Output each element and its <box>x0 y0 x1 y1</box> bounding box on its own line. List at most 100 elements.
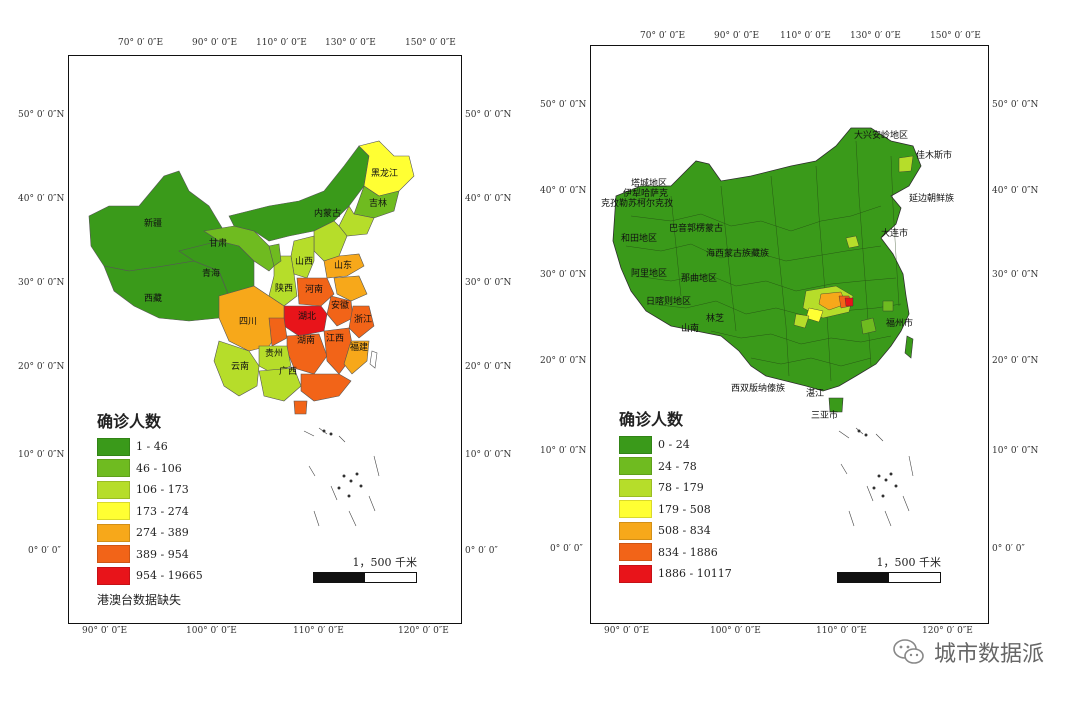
left-legend-item: 173 - 274 <box>97 501 203 523</box>
left-scalebar: 1，500 千米 <box>313 554 417 583</box>
right-bottom-tick-1: 100° 0′ 0″E <box>710 626 761 636</box>
missing-data-note: 港澳台数据缺失 <box>97 593 182 607</box>
left-china-map: 黑龙江 新疆 内蒙古 吉林 甘肃 青海 西藏 四川 河南 湖北 云南 贵州 广西… <box>88 140 415 527</box>
south-sea-islands <box>838 427 914 527</box>
south-sea-islands <box>303 427 380 527</box>
right-left-tick-0: 50° 0′ 0″N <box>540 100 587 110</box>
left-right-tick-2: 30° 0′ 0″N <box>465 278 512 288</box>
label-shaanxi: 陕西 <box>275 282 293 294</box>
left-top-tick-0: 70° 0′ 0″E <box>118 38 164 48</box>
right-right-tick-0: 50° 0′ 0″N <box>992 100 1039 110</box>
left-left-tick-1: 40° 0′ 0″N <box>18 194 65 204</box>
right-legend-item: 1886 - 10117 <box>619 563 732 585</box>
label-jiangxi: 江西 <box>326 333 344 344</box>
right-left-tick-1: 40° 0′ 0″N <box>540 186 587 196</box>
right-legend-label: 78 - 179 <box>658 481 704 495</box>
left-legend-swatch <box>97 502 130 521</box>
label-qinghai: 青海 <box>202 267 220 279</box>
left-bottom-tick-3: 120° 0′ 0″E <box>398 626 449 636</box>
label-zhejiang: 浙江 <box>354 313 372 325</box>
left-legend-label: 106 - 173 <box>136 483 189 497</box>
left-legend-swatch <box>97 566 130 585</box>
right-right-tick-2: 30° 0′ 0″N <box>992 270 1039 280</box>
region-guangdong <box>300 373 352 402</box>
left-legend-label: 46 - 106 <box>136 461 182 475</box>
right-bottom-tick-2: 110° 0′ 0″E <box>816 626 867 636</box>
right-legend-item: 78 - 179 <box>619 477 732 499</box>
left-right-tick-0: 50° 0′ 0″N <box>465 110 512 120</box>
left-top-tick-2: 110° 0′ 0″E <box>256 38 307 48</box>
prefecture-boundaries <box>625 140 902 382</box>
left-left-tick-5: 0° 0′ 0″ <box>28 546 61 556</box>
left-left-tick-0: 50° 0′ 0″N <box>18 110 65 120</box>
left-legend-swatch <box>97 459 130 478</box>
region-chongqing <box>268 317 288 347</box>
label-city-6: 阿里地区 <box>631 267 667 279</box>
region-hebei <box>313 220 348 262</box>
right-top-tick-3: 130° 0′ 0″E <box>850 31 901 41</box>
label-city-8: 日喀则地区 <box>646 295 691 307</box>
wechat-icon <box>893 639 924 664</box>
label-city-18: 福州市 <box>886 317 913 329</box>
label-city-2: 克孜勒苏柯尔克孜 <box>601 197 673 209</box>
region-guangxi <box>258 367 302 402</box>
left-scale-bar <box>313 572 417 583</box>
left-legend: 确诊人数 1 - 46 46 - 106 106 - 173 173 - 274 274… <box>97 408 203 587</box>
region-ningxia <box>268 243 282 267</box>
label-city-16: 延边朝鲜族 <box>909 192 954 204</box>
label-city-0: 塔城地区 <box>631 177 667 189</box>
right-top-tick-4: 150° 0′ 0″E <box>930 31 981 41</box>
left-legend-label: 1 - 46 <box>136 440 168 454</box>
region-fujian <box>343 340 370 375</box>
label-city-17: 大连市 <box>881 227 908 239</box>
right-right-tick-4: 10° 0′ 0″N <box>992 446 1039 456</box>
right-top-tick-2: 110° 0′ 0″E <box>780 31 831 41</box>
left-legend-label: 389 - 954 <box>136 547 189 561</box>
region-hainan <box>828 397 844 413</box>
china-outline <box>612 127 922 392</box>
right-legend: 确诊人数 0 - 24 24 - 78 78 - 179 179 - 508 508 -… <box>619 406 732 585</box>
left-top-tick-1: 90° 0′ 0″E <box>192 38 238 48</box>
left-legend-item: 389 - 954 <box>97 544 203 566</box>
right-legend-item: 508 - 834 <box>619 520 732 542</box>
right-scale-bar <box>837 572 941 583</box>
left-legend-item: 954 - 19665 <box>97 565 203 587</box>
label-city-1: 伊犁哈萨克 <box>623 187 668 199</box>
label-city-13: 三亚市 <box>811 409 838 421</box>
label-henan: 河南 <box>305 283 323 295</box>
label-city-4: 巴音郭楞蒙古 <box>669 222 723 234</box>
region-henan <box>296 277 335 307</box>
right-legend-label: 1886 - 10117 <box>658 567 732 581</box>
label-city-11: 西双版纳傣族 <box>731 382 785 394</box>
left-legend-item: 106 - 173 <box>97 479 203 501</box>
right-legend-swatch <box>619 564 652 583</box>
right-legend-label: 24 - 78 <box>658 459 697 473</box>
label-xinjiang: 新疆 <box>144 217 162 229</box>
right-scale-label: 1，500 千米 <box>876 556 942 569</box>
right-left-tick-4: 10° 0′ 0″N <box>540 446 587 456</box>
left-map-frame: 黑龙江 新疆 内蒙古 吉林 甘肃 青海 西藏 四川 河南 湖北 云南 贵州 广西… <box>68 55 462 624</box>
left-legend-item: 46 - 106 <box>97 458 203 480</box>
region-taiwan <box>904 335 914 359</box>
left-top-tick-4: 150° 0′ 0″E <box>405 38 456 48</box>
left-right-tick-4: 10° 0′ 0″N <box>465 450 512 460</box>
region-taiwan <box>369 350 378 369</box>
left-bottom-tick-2: 110° 0′ 0″E <box>293 626 344 636</box>
right-scalebar: 1，500 千米 <box>837 554 941 583</box>
label-hubei: 湖北 <box>298 311 316 322</box>
left-legend-swatch <box>97 523 130 542</box>
left-legend-title: 确诊人数 <box>97 412 162 431</box>
left-bottom-tick-0: 90° 0′ 0″E <box>82 626 128 636</box>
label-hunan: 湖南 <box>297 334 315 346</box>
right-map-frame: 塔城地区 伊犁哈萨克 克孜勒苏柯尔克孜 和田地区 巴音郭楞蒙古 海西蒙古族藏族 … <box>590 45 989 624</box>
label-jilin: 吉林 <box>369 197 387 209</box>
left-legend-item: 1 - 46 <box>97 436 203 458</box>
right-legend-swatch <box>619 435 652 454</box>
label-fujian: 福建 <box>350 341 368 353</box>
right-left-tick-2: 30° 0′ 0″N <box>540 270 587 280</box>
right-left-tick-5: 0° 0′ 0″ <box>550 544 583 554</box>
label-anhui: 安徽 <box>331 299 349 311</box>
label-city-12: 湛江 <box>806 388 824 399</box>
left-right-tick-1: 40° 0′ 0″N <box>465 194 512 204</box>
region-hainan <box>293 400 308 415</box>
